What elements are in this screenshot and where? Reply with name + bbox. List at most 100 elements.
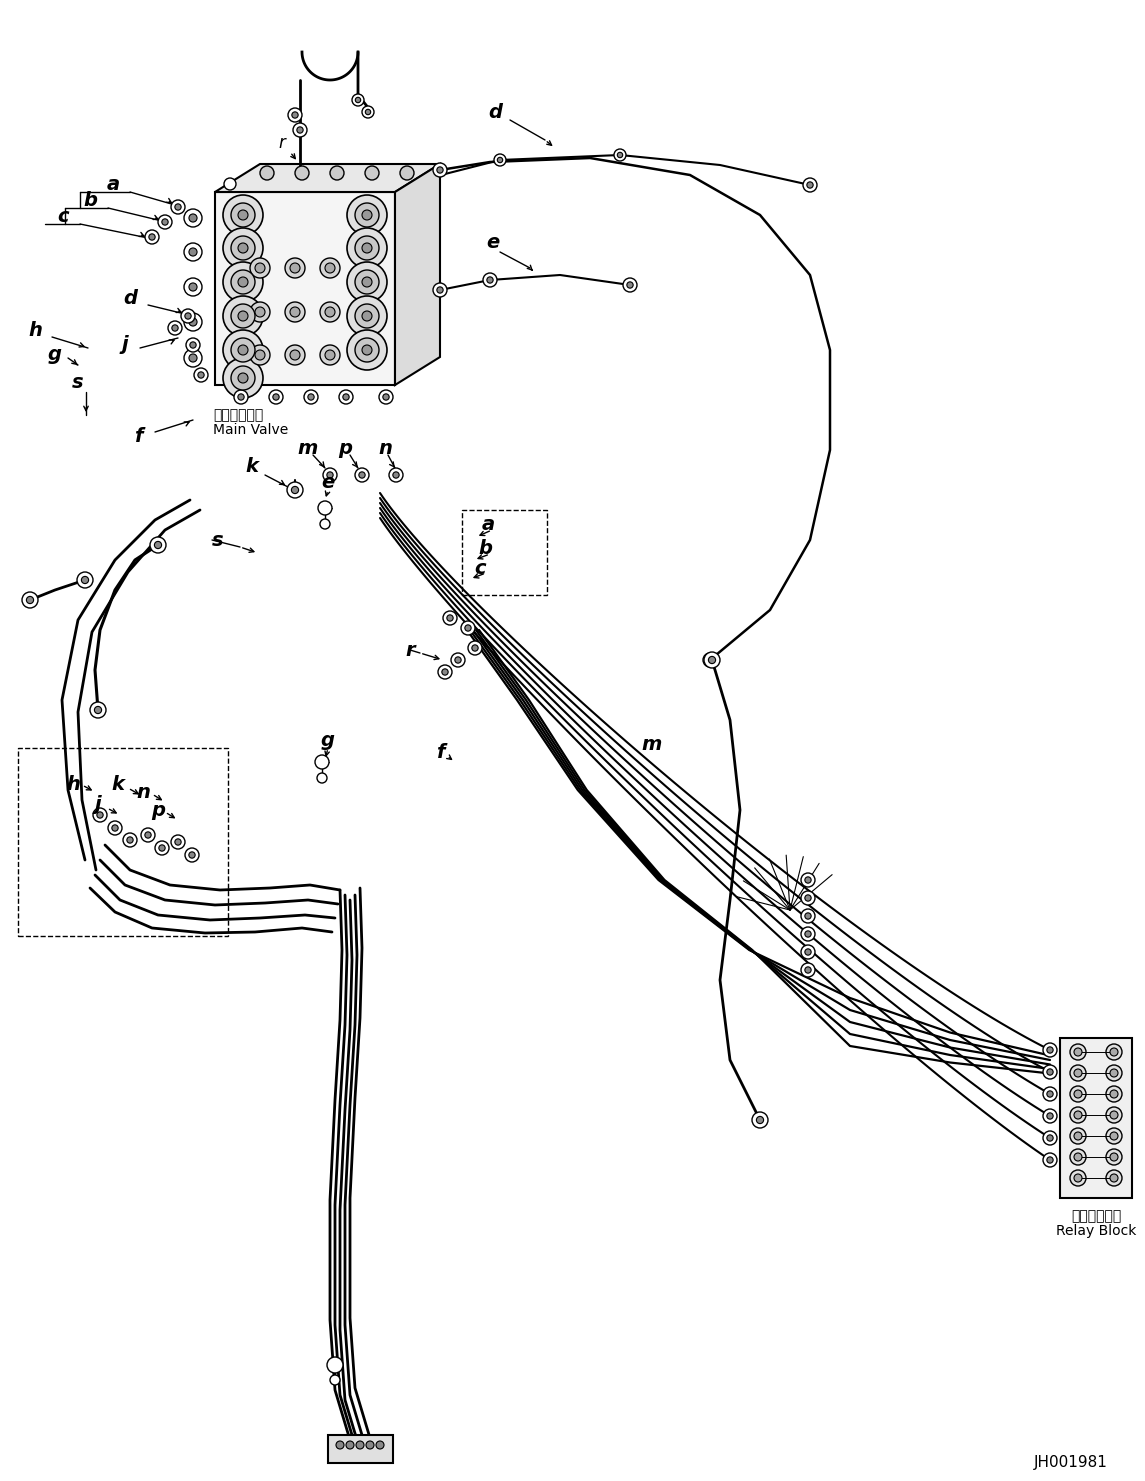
Circle shape: [447, 615, 453, 621]
Circle shape: [184, 278, 202, 296]
Circle shape: [323, 468, 337, 481]
Circle shape: [362, 277, 372, 287]
Circle shape: [803, 178, 818, 193]
Text: k: k: [111, 776, 125, 794]
Circle shape: [493, 154, 506, 166]
Circle shape: [802, 963, 815, 977]
Circle shape: [1047, 1047, 1053, 1053]
Circle shape: [1074, 1069, 1082, 1077]
Text: n: n: [136, 782, 150, 801]
Circle shape: [231, 338, 255, 361]
Circle shape: [365, 166, 379, 181]
Text: s: s: [72, 373, 84, 391]
Bar: [1060, 1038, 1132, 1198]
Circle shape: [1074, 1174, 1082, 1182]
Polygon shape: [215, 164, 440, 193]
Text: n: n: [378, 438, 392, 458]
Text: Main Valve: Main Valve: [213, 424, 289, 437]
Circle shape: [703, 653, 717, 666]
Circle shape: [285, 302, 305, 321]
Text: k: k: [245, 458, 259, 477]
Circle shape: [362, 210, 372, 221]
Circle shape: [1106, 1170, 1122, 1186]
Circle shape: [295, 166, 309, 181]
Circle shape: [292, 113, 298, 118]
Circle shape: [181, 310, 195, 323]
Circle shape: [319, 302, 340, 321]
Circle shape: [472, 644, 479, 652]
Circle shape: [437, 287, 443, 293]
Circle shape: [189, 318, 197, 326]
Circle shape: [1110, 1154, 1118, 1161]
Bar: [461, 509, 547, 595]
Circle shape: [1043, 1043, 1057, 1057]
Circle shape: [127, 837, 133, 843]
Circle shape: [175, 838, 181, 846]
Circle shape: [623, 278, 637, 292]
Circle shape: [289, 108, 302, 121]
Circle shape: [168, 321, 182, 335]
Circle shape: [175, 204, 181, 210]
Circle shape: [355, 338, 379, 361]
Circle shape: [376, 1441, 384, 1448]
Circle shape: [393, 472, 400, 478]
Circle shape: [255, 264, 264, 273]
Circle shape: [1074, 1090, 1082, 1097]
Circle shape: [326, 472, 333, 478]
Circle shape: [358, 472, 365, 478]
Circle shape: [355, 468, 369, 481]
Circle shape: [184, 312, 191, 318]
Text: e: e: [322, 474, 334, 493]
Circle shape: [234, 390, 248, 404]
Circle shape: [1106, 1106, 1122, 1123]
Circle shape: [285, 345, 305, 364]
Circle shape: [26, 597, 33, 604]
Text: b: b: [477, 539, 492, 557]
Text: r: r: [405, 640, 414, 659]
Circle shape: [433, 283, 447, 298]
Circle shape: [339, 390, 353, 404]
Text: JH001981: JH001981: [1034, 1454, 1108, 1469]
Circle shape: [287, 481, 303, 498]
Circle shape: [483, 273, 497, 287]
Circle shape: [319, 258, 340, 278]
Circle shape: [617, 153, 623, 157]
Circle shape: [184, 243, 202, 261]
Circle shape: [269, 390, 283, 404]
Text: 中継ブロック: 中継ブロック: [1071, 1208, 1121, 1223]
Circle shape: [291, 486, 299, 493]
Circle shape: [325, 350, 335, 360]
Circle shape: [250, 345, 270, 364]
Circle shape: [238, 394, 244, 400]
Circle shape: [250, 258, 270, 278]
Circle shape: [355, 304, 379, 327]
Text: g: g: [48, 345, 62, 364]
Circle shape: [362, 243, 372, 253]
Circle shape: [362, 345, 372, 355]
Circle shape: [185, 849, 199, 862]
Circle shape: [352, 93, 364, 107]
Circle shape: [198, 372, 204, 378]
Circle shape: [706, 658, 713, 663]
Circle shape: [238, 243, 248, 253]
Circle shape: [238, 345, 248, 355]
Circle shape: [184, 312, 202, 330]
Circle shape: [1110, 1111, 1118, 1120]
Bar: [215, 193, 395, 385]
Circle shape: [305, 390, 318, 404]
Circle shape: [461, 621, 475, 635]
Circle shape: [290, 307, 300, 317]
Circle shape: [238, 277, 248, 287]
Circle shape: [805, 932, 811, 937]
Circle shape: [231, 235, 255, 261]
Circle shape: [159, 844, 165, 852]
Circle shape: [347, 195, 387, 235]
Circle shape: [355, 203, 379, 227]
Circle shape: [194, 367, 208, 382]
Circle shape: [389, 468, 403, 481]
Circle shape: [255, 350, 264, 360]
Circle shape: [231, 304, 255, 327]
Circle shape: [1069, 1149, 1085, 1166]
Circle shape: [347, 296, 387, 336]
Circle shape: [1074, 1111, 1082, 1120]
